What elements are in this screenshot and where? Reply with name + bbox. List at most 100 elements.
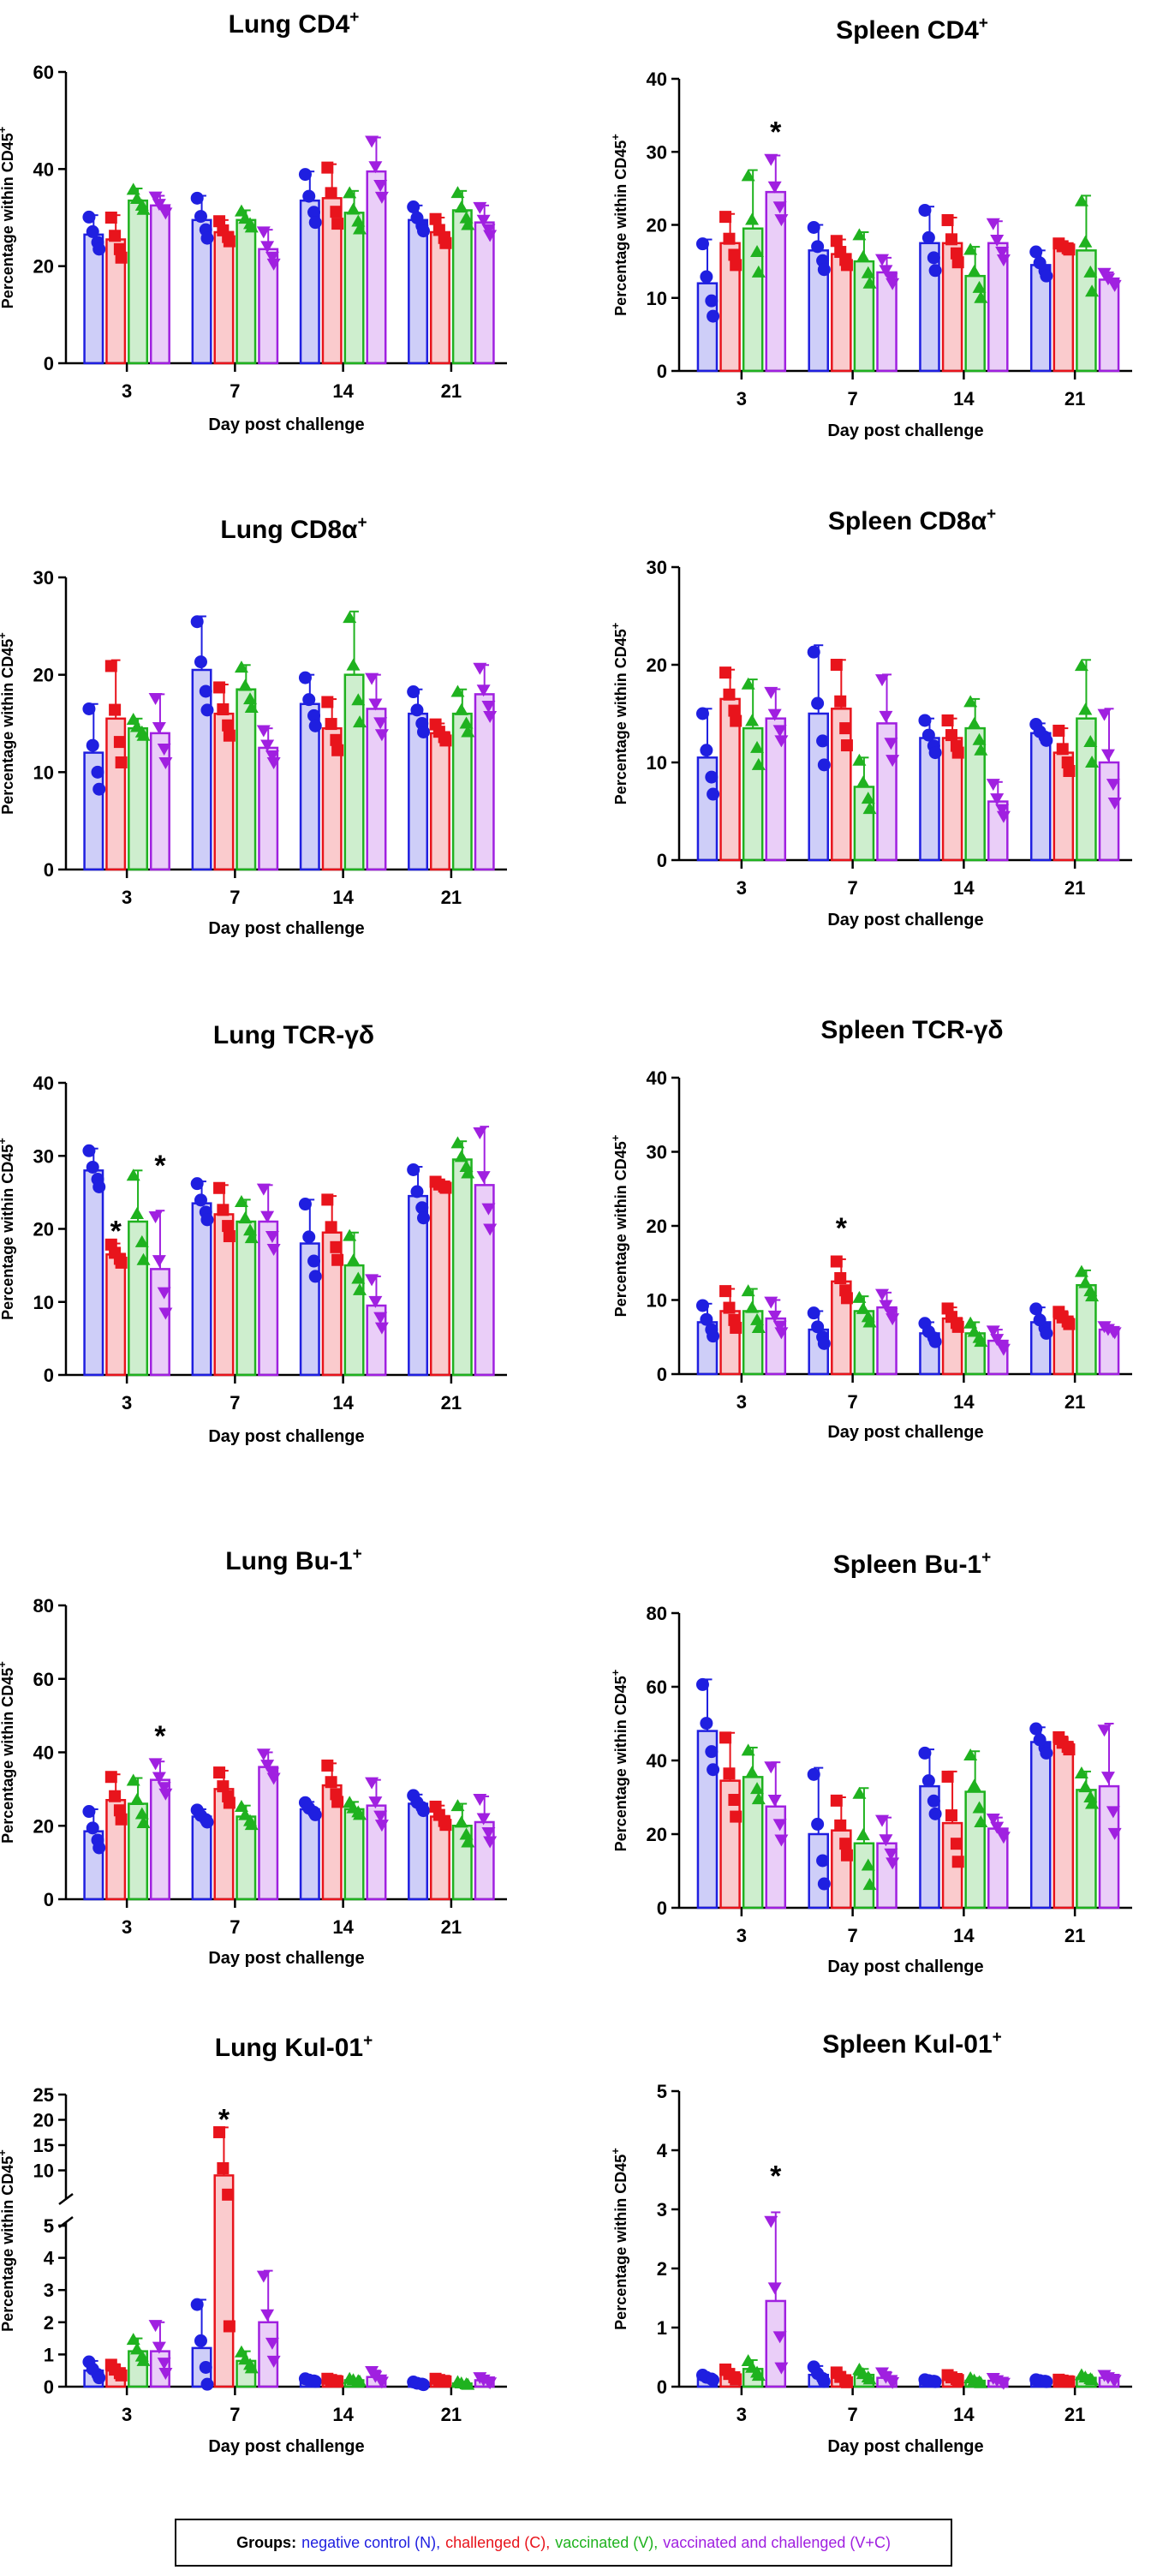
data-point (302, 1230, 316, 1244)
panel-title: Lung Bu-1+ (225, 1545, 361, 1575)
data-point (265, 750, 279, 763)
significance-marker: * (154, 1720, 166, 1753)
data-point (767, 1310, 782, 1323)
y-tick-label: 40 (647, 1750, 667, 1772)
data-point (886, 1857, 900, 1870)
data-point (728, 248, 741, 261)
chart-panel-4: Spleen CD8α+ 0 10 20 30 Percentage within CD4… (609, 505, 1132, 929)
data-point (886, 755, 900, 768)
data-point (200, 1213, 214, 1227)
data-point (886, 1313, 900, 1326)
data-point (1100, 1324, 1115, 1336)
data-point (1083, 735, 1098, 748)
data-point (200, 1815, 214, 1829)
data-point (243, 692, 258, 705)
y-tick-label: 40 (647, 1067, 667, 1089)
data-point (921, 1324, 935, 1338)
data-point (115, 756, 128, 768)
data-point (308, 719, 322, 732)
bar-c-day-21 (1053, 245, 1075, 373)
data-point (213, 1766, 226, 1779)
bar-n-day-7 (808, 1832, 830, 1910)
data-point (368, 161, 383, 174)
data-point (817, 263, 831, 277)
panel-title: Lung CD8α+ (220, 514, 367, 544)
data-point (454, 1150, 468, 1162)
data-point (723, 1301, 736, 1314)
data-point (918, 714, 932, 727)
data-point (373, 1312, 388, 1324)
data-point (730, 714, 742, 727)
data-point (974, 1335, 988, 1348)
data-point (707, 309, 720, 323)
y-tick-label: 10 (33, 2161, 54, 2182)
x-tick-label: 7 (230, 1916, 240, 1938)
data-point (476, 684, 491, 697)
y-tick-label: 1 (657, 2317, 667, 2339)
data-point (256, 1183, 271, 1196)
bar-v-day-21 (451, 209, 473, 365)
data-point (459, 716, 474, 729)
data-point (745, 2360, 760, 2373)
data-point (995, 804, 1010, 816)
data-point (158, 207, 173, 220)
data-point (986, 779, 1000, 792)
y-tick-label: 40 (647, 69, 667, 90)
data-point (265, 251, 279, 264)
x-tick-label: 7 (848, 1925, 858, 1946)
x-tick-label: 21 (1065, 1925, 1085, 1946)
bar-c-day-14 (321, 1231, 343, 1377)
data-point (950, 1838, 963, 1850)
x-tick-label: 3 (122, 1916, 132, 1938)
panel-title: Spleen Kul-01+ (822, 2029, 1002, 2059)
data-point (307, 708, 321, 722)
data-point (213, 2125, 226, 2138)
bar-n-day-7 (191, 1815, 212, 1901)
data-point (222, 2188, 235, 2201)
data-point (972, 732, 987, 745)
data-point (830, 235, 843, 248)
y-axis-label: Percentage within CD45+ (609, 134, 629, 316)
x-axis-label: Day post challenge (208, 919, 364, 938)
data-point (82, 210, 96, 224)
bar-n-day-7 (191, 1202, 212, 1377)
data-point (928, 1335, 942, 1348)
data-point (298, 168, 312, 182)
data-point (200, 231, 214, 245)
data-point (217, 1204, 230, 1216)
data-point (432, 1808, 445, 1821)
legend-item-negative-control: negative control (N), (301, 2533, 441, 2551)
data-point (974, 2376, 988, 2388)
data-point (1074, 194, 1088, 206)
data-point (238, 2352, 253, 2365)
data-point (707, 1763, 720, 1777)
data-point (217, 2161, 230, 2174)
legend: Groups: negative control (N), challenged… (175, 2519, 952, 2567)
data-point (148, 1758, 163, 1771)
data-point (875, 1288, 890, 1301)
x-tick-label: 14 (953, 1925, 975, 1946)
data-point (223, 1796, 236, 1809)
data-point (1053, 724, 1065, 737)
data-point (368, 1796, 383, 1809)
data-point (256, 1748, 271, 1761)
data-point (941, 213, 954, 226)
data-point (723, 232, 736, 245)
y-tick-label: 1 (44, 2344, 54, 2365)
y-tick-label: 2 (657, 2258, 667, 2280)
data-point (834, 1271, 847, 1284)
significance-marker: * (154, 1150, 166, 1182)
data-point (82, 1144, 96, 1157)
data-point (974, 290, 988, 303)
data-point (217, 224, 230, 236)
data-point (884, 1848, 898, 1861)
data-point (1100, 749, 1115, 762)
data-point (879, 2371, 893, 2384)
bar-v-day-14 (343, 212, 365, 365)
data-point (723, 688, 736, 701)
data-point (816, 1854, 830, 1868)
y-tick-label: 0 (657, 850, 667, 871)
data-point (115, 1256, 128, 1269)
y-tick-label: 80 (33, 1595, 54, 1617)
y-tick-label: 20 (33, 1815, 54, 1837)
